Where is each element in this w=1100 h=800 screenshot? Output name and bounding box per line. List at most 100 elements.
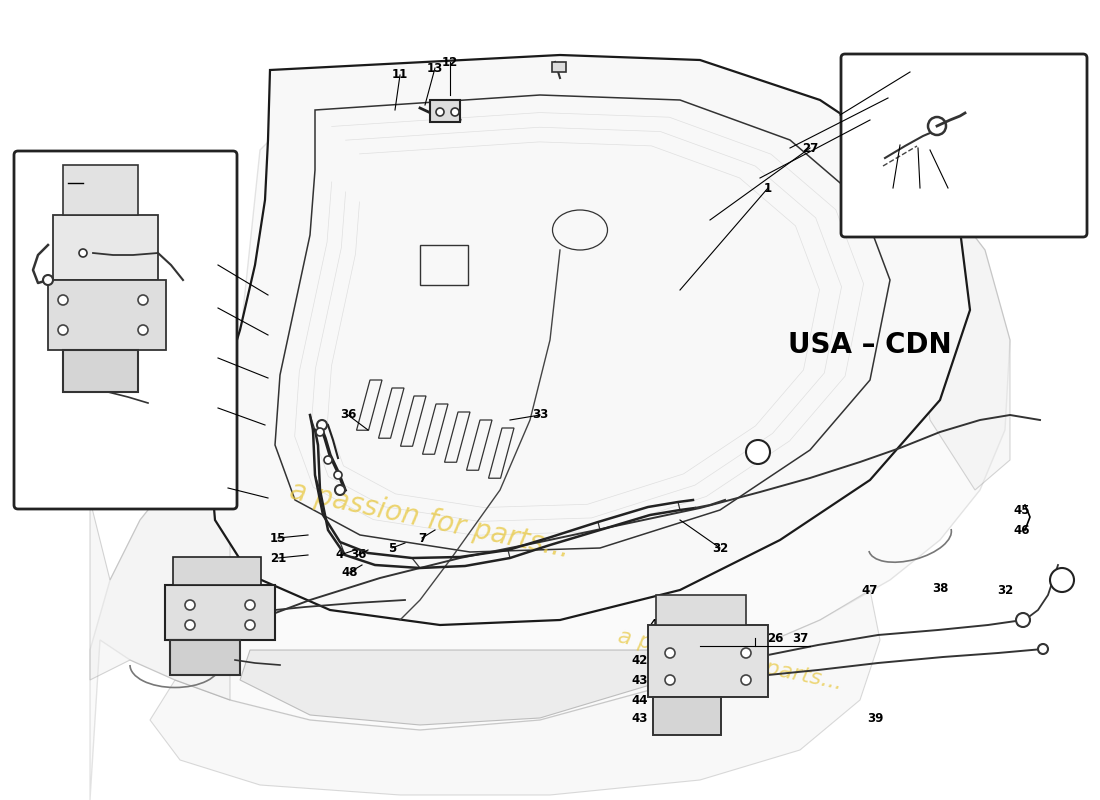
Bar bbox=[165, 585, 275, 640]
Text: 3: 3 bbox=[213, 351, 222, 365]
Text: 35: 35 bbox=[75, 182, 91, 195]
Circle shape bbox=[138, 325, 148, 335]
Text: 39: 39 bbox=[867, 711, 883, 725]
Text: 36: 36 bbox=[350, 549, 366, 562]
Circle shape bbox=[451, 108, 459, 116]
Text: 29: 29 bbox=[939, 191, 956, 205]
Text: 4: 4 bbox=[336, 549, 344, 562]
Text: USA – CDN: USA – CDN bbox=[789, 331, 952, 359]
Text: 5: 5 bbox=[388, 542, 396, 554]
FancyBboxPatch shape bbox=[842, 54, 1087, 237]
Bar bbox=[48, 280, 166, 350]
Text: 31: 31 bbox=[884, 191, 901, 205]
Circle shape bbox=[316, 428, 324, 436]
Text: 43: 43 bbox=[631, 674, 648, 686]
Text: 16: 16 bbox=[24, 434, 41, 446]
Circle shape bbox=[79, 249, 87, 257]
Text: 25: 25 bbox=[103, 169, 120, 182]
Text: 11: 11 bbox=[392, 69, 408, 82]
Circle shape bbox=[245, 620, 255, 630]
Circle shape bbox=[741, 648, 751, 658]
FancyBboxPatch shape bbox=[14, 151, 236, 509]
Text: 30: 30 bbox=[912, 191, 928, 205]
Text: 45: 45 bbox=[1014, 503, 1031, 517]
Circle shape bbox=[43, 275, 53, 285]
Text: 13: 13 bbox=[427, 62, 443, 74]
Text: Old solution: Old solution bbox=[930, 206, 1000, 219]
Text: 21: 21 bbox=[270, 551, 286, 565]
Circle shape bbox=[1038, 644, 1048, 654]
Text: 41: 41 bbox=[676, 631, 693, 645]
Text: 14: 14 bbox=[59, 169, 76, 182]
Bar bbox=[653, 697, 720, 735]
Bar bbox=[656, 595, 746, 625]
Text: 25: 25 bbox=[747, 631, 763, 645]
Text: 44: 44 bbox=[631, 694, 648, 706]
Text: 40: 40 bbox=[662, 623, 679, 637]
Bar bbox=[53, 215, 158, 280]
Text: 6: 6 bbox=[213, 402, 222, 414]
Circle shape bbox=[741, 675, 751, 685]
Circle shape bbox=[666, 648, 675, 658]
Circle shape bbox=[928, 117, 946, 135]
Polygon shape bbox=[90, 430, 230, 700]
Polygon shape bbox=[150, 590, 880, 795]
Text: 32: 32 bbox=[712, 542, 728, 554]
Circle shape bbox=[245, 600, 255, 610]
Polygon shape bbox=[910, 165, 1010, 490]
Text: a passion for parts...: a passion for parts... bbox=[616, 626, 844, 694]
Bar bbox=[170, 640, 240, 675]
Text: 43: 43 bbox=[631, 711, 648, 725]
Circle shape bbox=[436, 108, 444, 116]
Text: 38: 38 bbox=[932, 582, 948, 594]
Circle shape bbox=[1050, 568, 1074, 592]
Circle shape bbox=[58, 295, 68, 305]
Text: 36: 36 bbox=[340, 409, 356, 422]
Text: 20: 20 bbox=[180, 318, 196, 331]
Bar bbox=[63, 350, 138, 392]
Circle shape bbox=[666, 675, 675, 685]
Circle shape bbox=[334, 471, 342, 479]
Text: A: A bbox=[754, 447, 762, 457]
Text: 28: 28 bbox=[220, 482, 236, 494]
Bar bbox=[420, 245, 468, 285]
Bar bbox=[173, 557, 261, 585]
Text: 42: 42 bbox=[631, 654, 648, 666]
Text: Soluzione superata: Soluzione superata bbox=[909, 190, 1022, 202]
Polygon shape bbox=[240, 650, 740, 725]
Text: 27: 27 bbox=[802, 142, 818, 154]
Circle shape bbox=[746, 440, 770, 464]
Bar bbox=[63, 165, 138, 215]
Text: 8: 8 bbox=[906, 66, 914, 78]
Text: 18: 18 bbox=[179, 278, 196, 291]
Text: 10: 10 bbox=[880, 91, 896, 105]
Text: 17: 17 bbox=[692, 631, 708, 645]
Text: 46: 46 bbox=[1014, 523, 1031, 537]
Text: 37: 37 bbox=[792, 631, 808, 645]
Text: 1: 1 bbox=[763, 182, 772, 194]
Text: 7: 7 bbox=[418, 531, 426, 545]
Circle shape bbox=[138, 295, 148, 305]
Text: 32: 32 bbox=[997, 583, 1013, 597]
Polygon shape bbox=[210, 55, 970, 625]
Circle shape bbox=[185, 600, 195, 610]
Text: 26: 26 bbox=[122, 169, 139, 182]
Text: 24: 24 bbox=[144, 169, 161, 182]
Text: 12: 12 bbox=[442, 55, 458, 69]
Text: 48: 48 bbox=[342, 566, 359, 578]
Bar bbox=[648, 625, 768, 697]
Text: a passion for parts...: a passion for parts... bbox=[287, 477, 573, 563]
Text: A: A bbox=[1058, 575, 1066, 585]
Circle shape bbox=[317, 420, 327, 430]
Bar bbox=[552, 62, 567, 72]
Text: 34: 34 bbox=[210, 302, 227, 314]
Text: 44: 44 bbox=[650, 618, 667, 631]
Text: 15: 15 bbox=[270, 531, 286, 545]
Text: 26: 26 bbox=[767, 631, 783, 645]
Text: 47: 47 bbox=[861, 583, 878, 597]
Text: 9: 9 bbox=[866, 114, 874, 126]
Text: 19: 19 bbox=[179, 358, 196, 371]
Circle shape bbox=[324, 456, 332, 464]
Text: 22: 22 bbox=[24, 174, 40, 186]
Circle shape bbox=[58, 325, 68, 335]
